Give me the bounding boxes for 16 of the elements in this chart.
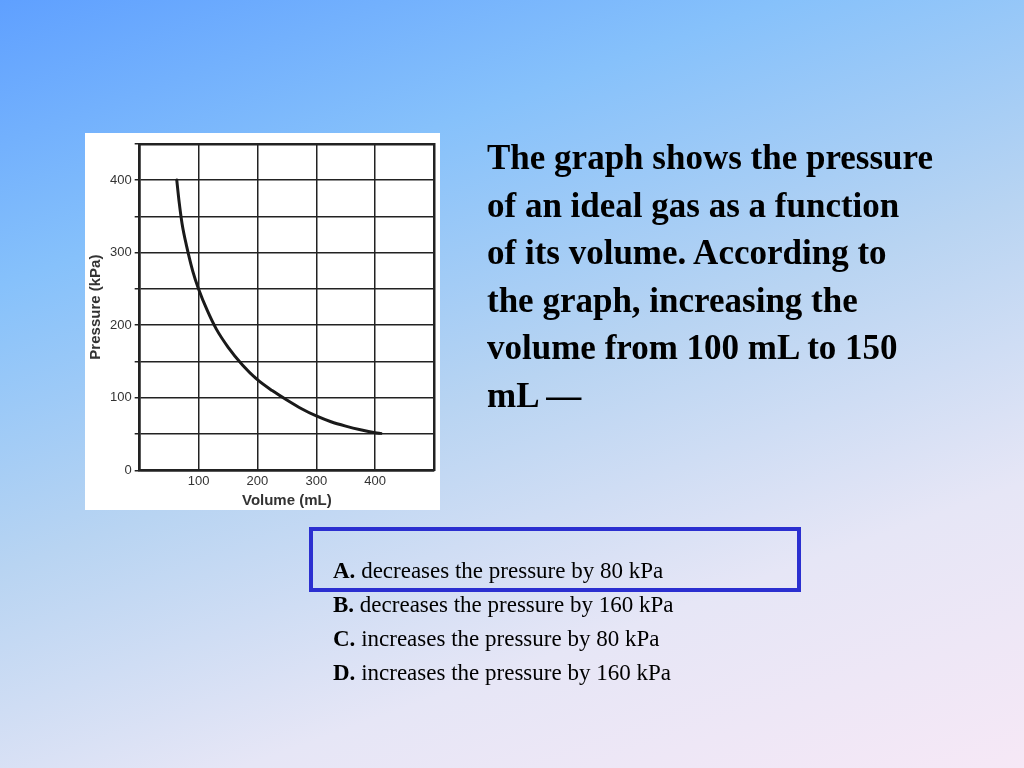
y-tick-label: 400 [109,171,132,187]
text: The graph shows the pressure of an ideal gas as a function of its volume. According to the graph, increasing the volume from 100 mL to 150 mL — [487,137,934,417]
x-tick-label: 200 [246,472,269,488]
text: C. increases the pressure by 80 kPa [333,625,661,653]
y-axis-title: Pressure (kPa) [86,254,104,360]
text: B. decreases the pressure by 160 kPa [333,591,674,619]
text: A. decreases the pressure by 80 kPa [333,557,665,585]
x-tick-label: 300 [305,472,328,488]
y-tick-label: 200 [109,316,132,332]
y-tick-label: 300 [109,244,132,260]
y-tick-label: 0 [124,461,132,477]
text: D. increases the pressure by 160 kPa [333,659,672,687]
x-tick-label: 400 [364,472,386,488]
x-axis-title: Volume (mL) [241,491,332,509]
y-tick-label: 100 [109,389,132,405]
x-tick-label: 100 [187,472,210,488]
